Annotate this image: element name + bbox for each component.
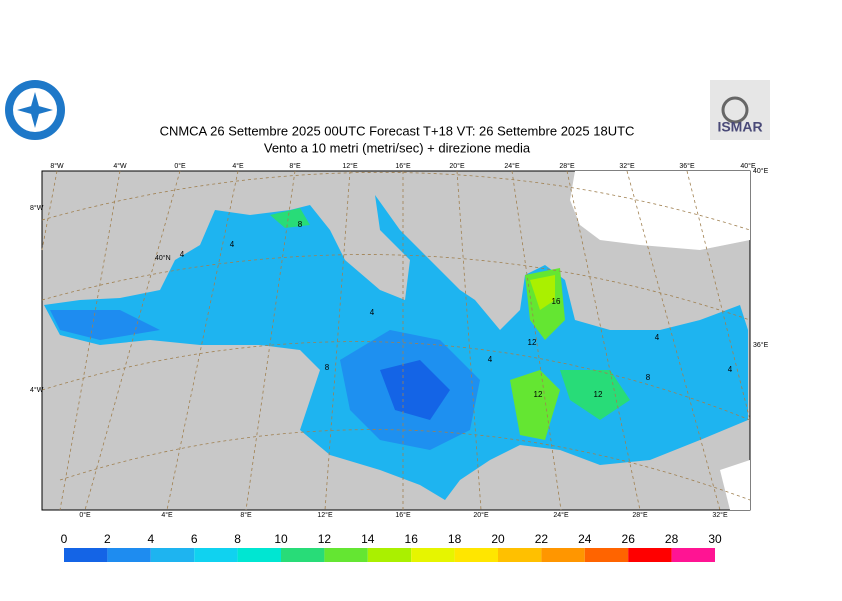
lon-label: 20°E bbox=[473, 511, 489, 519]
contour-label: 4 bbox=[230, 240, 235, 249]
lon-label: 8°W bbox=[50, 162, 64, 170]
lon-label: 4°E bbox=[232, 162, 244, 170]
colorbar-bin bbox=[367, 548, 412, 562]
colorbar-tick-label: 26 bbox=[622, 532, 636, 546]
colorbar-tick-label: 22 bbox=[535, 532, 549, 546]
contour-label: 4 bbox=[655, 333, 660, 342]
colorbar-tick-label: 8 bbox=[234, 532, 241, 546]
colorbar-bin bbox=[107, 548, 151, 562]
lon-label: 32°E bbox=[712, 511, 728, 519]
colorbar-bin bbox=[150, 548, 195, 562]
lat-label: 4°W bbox=[30, 386, 44, 394]
colorbar-bin bbox=[237, 548, 281, 562]
lon-label: 20°E bbox=[449, 162, 465, 170]
contour-label: 8 bbox=[298, 220, 303, 229]
subtitle: Vento a 10 metri (metri/sec) + direzione… bbox=[264, 140, 531, 155]
colorbar-bin bbox=[498, 548, 542, 562]
colorbar-tick-label: 14 bbox=[361, 532, 375, 546]
lat-label: 40°N bbox=[155, 254, 171, 262]
colorbar-bin bbox=[281, 548, 325, 562]
contour-label: 4 bbox=[370, 308, 375, 317]
colorbar-bin bbox=[194, 548, 238, 562]
colorbar-tick-label: 12 bbox=[318, 532, 332, 546]
colorbar-tick-label: 24 bbox=[578, 532, 592, 546]
contour-label: 16 bbox=[552, 297, 561, 306]
colorbar-tick-label: 18 bbox=[448, 532, 462, 546]
contour-label: 8 bbox=[325, 363, 330, 372]
contour-label: 8 bbox=[646, 373, 651, 382]
colorbar-bin bbox=[671, 548, 715, 562]
lon-label: 4°E bbox=[161, 511, 173, 519]
title: CNMCA 26 Settembre 2025 00UTC Forecast T… bbox=[160, 123, 635, 138]
colorbar-bin bbox=[454, 548, 498, 562]
lon-label: 0°E bbox=[79, 511, 91, 519]
map bbox=[41, 170, 751, 511]
colorbar-tick-label: 28 bbox=[665, 532, 679, 546]
colorbar-tick-label: 16 bbox=[405, 532, 419, 546]
colorbar-tick-label: 4 bbox=[147, 532, 154, 546]
contour-label: 12 bbox=[534, 390, 543, 399]
contour-label: 4 bbox=[488, 355, 493, 364]
lon-label: 4°W bbox=[113, 162, 127, 170]
lon-label: 40°E bbox=[740, 162, 756, 170]
colorbar-bin bbox=[628, 548, 672, 562]
lon-label: 24°E bbox=[553, 511, 569, 519]
colorbar-bin bbox=[584, 548, 629, 562]
lat-label: 40°E bbox=[753, 167, 769, 175]
colorbar-bin bbox=[64, 548, 108, 562]
contour-label: 4 bbox=[728, 365, 733, 374]
lat-label: 8°W bbox=[30, 204, 44, 212]
lon-label: 8°E bbox=[289, 162, 301, 170]
logo-text: ISMAR bbox=[717, 119, 762, 135]
colorbar-tick-label: 6 bbox=[191, 532, 198, 546]
colorbar-tick-label: 0 bbox=[61, 532, 68, 546]
lon-label: 28°E bbox=[559, 162, 575, 170]
colorbar-tick-label: 30 bbox=[708, 532, 722, 546]
colorbar-tick-label: 2 bbox=[104, 532, 111, 546]
lon-label: 16°E bbox=[395, 511, 411, 519]
lon-label: 32°E bbox=[619, 162, 635, 170]
colorbar-bin bbox=[541, 548, 585, 562]
lat-label: 36°E bbox=[753, 341, 769, 349]
colorbar-tick-label: 10 bbox=[274, 532, 288, 546]
left-logo bbox=[5, 80, 65, 140]
colorbar-bin bbox=[324, 548, 368, 562]
lon-label: 24°E bbox=[504, 162, 520, 170]
lon-label: 0°E bbox=[174, 162, 186, 170]
lon-label: 12°E bbox=[317, 511, 333, 519]
map-labels: 8°W 4°W 0°E 4°E 8°E 12°E 16°E 20°E 24°E 28°E 32°E 3… bbox=[30, 162, 769, 519]
contour-label: 12 bbox=[528, 338, 537, 347]
lon-label: 28°E bbox=[632, 511, 648, 519]
colorbar-tick-label: 20 bbox=[491, 532, 505, 546]
contour-label: 4 bbox=[180, 250, 185, 259]
lon-label: 12°E bbox=[342, 162, 358, 170]
colorbar: 0 2 4 6 8 10 12 14 16 18 20 22 24 26 28 30 bbox=[61, 532, 722, 562]
colorbar-bin bbox=[411, 548, 455, 562]
lon-label: 16°E bbox=[395, 162, 411, 170]
contour-label: 12 bbox=[594, 390, 603, 399]
lon-label: 8°E bbox=[240, 511, 252, 519]
right-logo: ISMAR bbox=[710, 80, 770, 140]
lon-label: 36°E bbox=[679, 162, 695, 170]
